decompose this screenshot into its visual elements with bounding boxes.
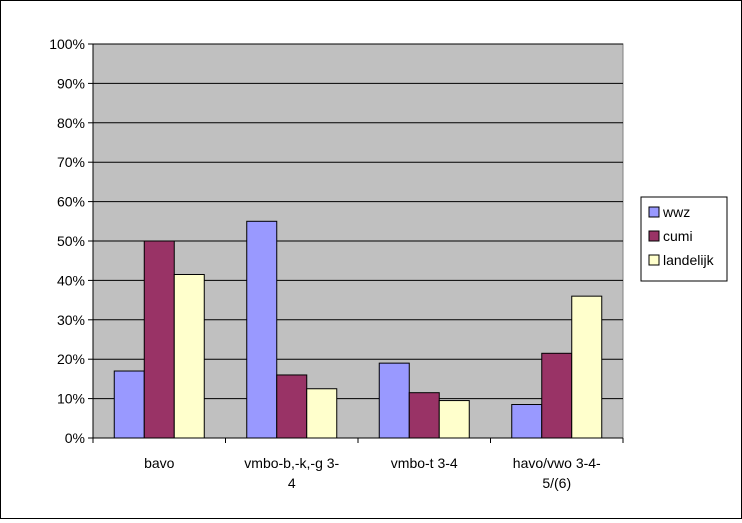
bar-cumi (541, 352, 573, 439)
bar-cumi (276, 374, 308, 439)
x-tick-label: vmbo-t 3-4 (391, 455, 458, 471)
y-tick-label: 80% (57, 115, 85, 131)
x-tick-label: vmbo-b,-k,-g 3- 4 (244, 455, 339, 491)
y-tick-labels: 0% 10% 20% 30% 40% 50% 60% 70% 80% 90% 100% (49, 36, 85, 446)
x-tick-label-line: 4 (288, 475, 296, 491)
y-tick-label: 40% (57, 272, 85, 288)
x-tick-labels: bavo vmbo-b,-k,-g 3- 4 vmbo-t 3-4 havo/vwo 3… (144, 455, 601, 491)
y-tick-label: 0% (65, 430, 85, 446)
x-tick-label-line: havo/vwo 3-4- (513, 455, 601, 471)
bar-wwz (511, 404, 543, 439)
bar-cumi (408, 392, 440, 439)
bar-wwz (246, 220, 278, 439)
bar-wwz (113, 370, 145, 439)
y-tick-label: 50% (57, 233, 85, 249)
y-tick-label: 70% (57, 154, 85, 170)
y-tick-label: 20% (57, 351, 85, 367)
legend-label-wwz: wwz (662, 204, 690, 220)
x-tick-label-line: bavo (144, 455, 175, 471)
y-tick-label: 30% (57, 312, 85, 328)
x-tick-label: bavo (144, 455, 175, 471)
y-tick-label: 10% (57, 391, 85, 407)
x-tick-label-line: 5/(6) (542, 475, 571, 491)
y-tick-label: 100% (49, 36, 85, 52)
legend-label-landelijk: landelijk (663, 252, 715, 268)
x-tick-label: havo/vwo 3-4- 5/(6) (513, 455, 601, 491)
x-tick-label-line: vmbo-t 3-4 (391, 455, 458, 471)
y-tick-label: 90% (57, 75, 85, 91)
legend: wwz cumi landelijk (640, 196, 728, 282)
bar-landelijk (306, 388, 338, 439)
bar-landelijk (571, 295, 603, 439)
y-tick-label: 60% (57, 194, 85, 210)
legend-label-cumi: cumi (663, 228, 693, 244)
bar-wwz (378, 362, 410, 439)
bar-cumi (143, 240, 175, 439)
legend-swatch-landelijk (648, 254, 660, 266)
legend-swatch-wwz (648, 206, 660, 218)
bar-landelijk (173, 273, 205, 439)
x-tick-label-line: vmbo-b,-k,-g 3- (244, 455, 339, 471)
legend-swatch-cumi (648, 230, 660, 242)
bar-landelijk (438, 400, 470, 439)
